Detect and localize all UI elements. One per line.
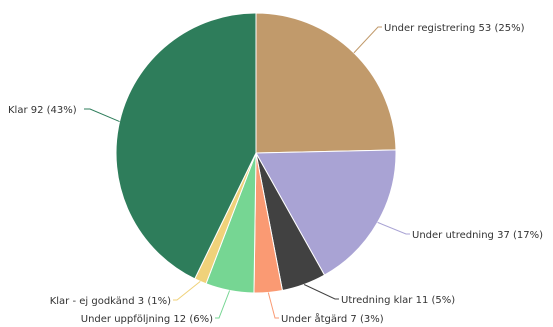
slice-label-under-utredning: Under utredning 37 (17%) — [412, 230, 543, 241]
pie-slice-klar[interactable] — [115, 12, 257, 280]
slice-label-klar-ej-godkand: Klar - ej godkänd 3 (1%) — [50, 296, 171, 307]
leader-line-under-atgard — [267, 292, 279, 319]
slice-label-under-registrering: Under registrering 53 (25%) — [384, 23, 525, 34]
leader-line-utredning-klar — [303, 284, 339, 300]
slice-label-under-atgard: Under åtgärd 7 (3%) — [281, 312, 384, 325]
leader-line-klar-ej-godkand — [173, 281, 201, 301]
labels-layer: Under registrering 53 (25%) Under utredni… — [8, 23, 543, 325]
slice-label-under-uppfoljning: Under uppföljning 12 (6%) — [81, 314, 213, 325]
slice-label-klar: Klar 92 (43%) — [8, 105, 77, 116]
pie-slice-under-registrering[interactable] — [255, 12, 397, 154]
leader-line-under-registrering — [353, 26, 382, 54]
slice-label-utredning-klar: Utredning klar 11 (5%) — [341, 295, 455, 306]
slices-layer — [115, 12, 397, 294]
leader-line-under-utredning — [377, 221, 410, 235]
leader-line-klar — [84, 108, 120, 123]
leader-line-under-uppfoljning — [215, 290, 231, 319]
leader-lines-layer — [84, 26, 410, 319]
pie-slice-under-utredning[interactable] — [255, 149, 397, 276]
